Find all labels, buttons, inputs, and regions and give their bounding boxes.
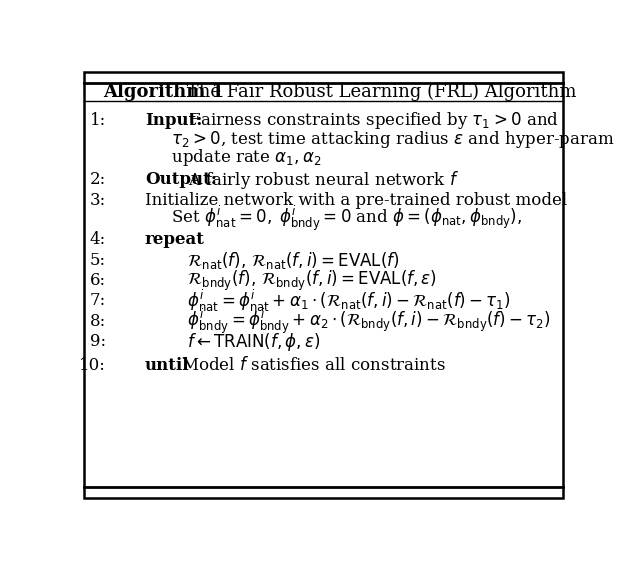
Text: 6:: 6: xyxy=(90,272,106,289)
Text: $\phi^i_{\mathrm{nat}} = \phi^i_{\mathrm{nat}} + \alpha_1 \cdot (\mathcal{R}_{\m: $\phi^i_{\mathrm{nat}} = \phi^i_{\mathrm… xyxy=(145,288,510,314)
Text: Set $\phi^i_{\mathrm{nat}} = 0,\; \phi^i_{\mathrm{bndy}} = 0$ and $\phi = (\phi_: Set $\phi^i_{\mathrm{nat}} = 0,\; \phi^i… xyxy=(145,203,522,233)
FancyBboxPatch shape xyxy=(84,72,563,498)
Text: until: until xyxy=(145,357,189,374)
Text: Initialize network with a pre-trained robust model: Initialize network with a pre-trained ro… xyxy=(145,192,567,208)
Text: $\phi^i_{\mathrm{bndy}} = \phi^i_{\mathrm{bndy}} + \alpha_2 \cdot (\mathcal{R}_{: $\phi^i_{\mathrm{bndy}} = \phi^i_{\mathr… xyxy=(145,307,550,336)
Text: 1:: 1: xyxy=(90,112,106,129)
Text: repeat: repeat xyxy=(145,231,205,247)
Text: 2:: 2: xyxy=(90,171,106,188)
Text: 10:: 10: xyxy=(79,357,106,374)
Text: $\mathcal{R}_{\mathrm{nat}}(f),\, \mathcal{R}_{\mathrm{nat}}(f, i) = \mathrm{EVA: $\mathcal{R}_{\mathrm{nat}}(f),\, \mathc… xyxy=(145,250,399,271)
Text: 9:: 9: xyxy=(90,333,106,350)
Text: Fairness constraints specified by $\tau_1 > 0$ and: Fairness constraints specified by $\tau_… xyxy=(178,110,559,132)
Text: The Fair Robust Learning (FRL) Algorithm: The Fair Robust Learning (FRL) Algorithm xyxy=(180,83,576,101)
Text: $\tau_2 > 0$, test time attacking radius $\epsilon$ and hyper-param: $\tau_2 > 0$, test time attacking radius… xyxy=(145,129,614,150)
Text: 7:: 7: xyxy=(90,293,106,310)
Text: A fairly robust neural network $f$: A fairly robust neural network $f$ xyxy=(183,168,459,190)
Text: Output:: Output: xyxy=(145,171,217,188)
Text: Algorithm 1: Algorithm 1 xyxy=(103,83,225,101)
Text: 3:: 3: xyxy=(90,192,106,208)
Text: Input:: Input: xyxy=(145,112,203,129)
Text: update rate $\alpha_1, \alpha_2$: update rate $\alpha_1, \alpha_2$ xyxy=(145,147,321,168)
Text: 5:: 5: xyxy=(90,251,106,268)
Text: Model $f$ satisfies all constraints: Model $f$ satisfies all constraints xyxy=(175,357,445,375)
Text: 8:: 8: xyxy=(90,313,106,330)
Text: $f \leftarrow \mathrm{TRAIN}(f, \phi, \epsilon)$: $f \leftarrow \mathrm{TRAIN}(f, \phi, \e… xyxy=(145,331,321,353)
Text: 4:: 4: xyxy=(90,231,106,247)
Text: $\mathcal{R}_{\mathrm{bndy}}(f),\, \mathcal{R}_{\mathrm{bndy}}(f, i) = \mathrm{E: $\mathcal{R}_{\mathrm{bndy}}(f),\, \math… xyxy=(145,268,437,293)
